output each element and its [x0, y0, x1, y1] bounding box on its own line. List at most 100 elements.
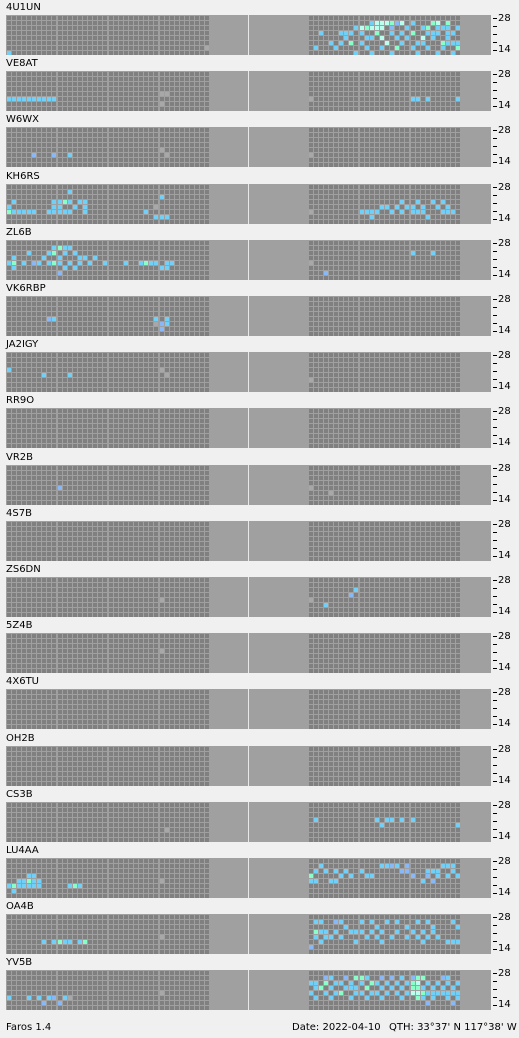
signal-cell	[103, 16, 107, 20]
signal-cell	[98, 107, 102, 111]
signal-cell	[405, 46, 409, 50]
signal-cell	[360, 16, 364, 20]
signal-cell	[119, 36, 123, 40]
signal-cell	[319, 97, 323, 101]
signal-cell	[58, 77, 62, 81]
signal-cell	[7, 138, 11, 142]
signal-cell	[385, 102, 389, 106]
signal-cell	[360, 102, 364, 106]
signal-cell	[385, 16, 389, 20]
signal-cell	[165, 72, 169, 76]
signal-cell	[154, 46, 158, 50]
signal-cell	[22, 82, 26, 86]
signal-cell	[380, 97, 384, 101]
signal-cell	[354, 87, 358, 91]
signal-cell	[185, 16, 189, 20]
signal-cell	[195, 21, 199, 25]
signal-cell	[42, 77, 46, 81]
signal-cell	[154, 72, 158, 76]
signal-cell	[314, 46, 318, 50]
signal-cell	[314, 16, 318, 20]
signal-cell	[103, 128, 107, 132]
signal-cell	[154, 51, 158, 55]
signal-cell	[195, 36, 199, 40]
signal-cell	[149, 21, 153, 25]
signal-cell	[17, 143, 21, 147]
signal-cell	[27, 72, 31, 76]
signal-cell	[324, 41, 328, 45]
signal-cell	[22, 87, 26, 91]
signal-cell	[129, 72, 133, 76]
signal-cell	[154, 26, 158, 30]
signal-cell	[354, 26, 358, 30]
signal-cell	[446, 36, 450, 40]
signal-cell	[170, 51, 174, 55]
signal-cell	[180, 51, 184, 55]
signal-cell	[139, 107, 143, 111]
signal-cell	[375, 46, 379, 50]
signal-cell	[180, 26, 184, 30]
signal-cell	[129, 46, 133, 50]
signal-cell	[205, 41, 209, 45]
signal-cell	[319, 82, 323, 86]
signal-cell	[200, 92, 204, 96]
signal-cell	[426, 51, 430, 55]
signal-cell	[175, 72, 179, 76]
signal-cell	[349, 21, 353, 25]
signal-cell	[7, 21, 11, 25]
signal-cell	[88, 26, 92, 30]
signal-cell	[200, 21, 204, 25]
signal-cell	[119, 72, 123, 76]
signal-cell	[405, 102, 409, 106]
signal-cell	[375, 26, 379, 30]
signal-cell	[365, 102, 369, 106]
signal-cell	[354, 82, 358, 86]
signal-cell	[400, 72, 404, 76]
signal-cell	[365, 77, 369, 81]
signal-cell	[63, 26, 67, 30]
signal-cell	[436, 77, 440, 81]
signal-cell	[451, 41, 455, 45]
signal-cell	[114, 36, 118, 40]
signal-cell	[451, 87, 455, 91]
signal-cell	[185, 72, 189, 76]
signal-cell	[329, 46, 333, 50]
signal-cell	[63, 107, 67, 111]
signal-cell	[7, 102, 11, 106]
scale-tick	[493, 90, 497, 91]
signal-cell	[441, 51, 445, 55]
signal-cell	[83, 72, 87, 76]
signal-cell	[380, 46, 384, 50]
signal-cell	[451, 102, 455, 106]
signal-cell	[114, 77, 118, 81]
signal-cell	[103, 82, 107, 86]
signal-cell	[93, 77, 97, 81]
signal-cell	[349, 87, 353, 91]
signal-cell	[309, 41, 313, 45]
signal-cell	[334, 97, 338, 101]
signal-cell	[344, 97, 348, 101]
signal-cell	[119, 107, 123, 111]
signal-cell	[390, 41, 394, 45]
signal-cell	[421, 41, 425, 45]
signal-cell	[154, 97, 158, 101]
scale-label-top: 28	[498, 14, 511, 24]
signal-cell	[134, 21, 138, 25]
signal-cell	[339, 21, 343, 25]
signal-cell	[195, 72, 199, 76]
signal-cell	[329, 26, 333, 30]
signal-cell	[365, 31, 369, 35]
signal-cell	[47, 16, 51, 20]
signal-cell	[98, 77, 102, 81]
signal-cell	[441, 92, 445, 96]
signal-cell	[344, 36, 348, 40]
scale-tick	[493, 34, 497, 35]
signal-cell	[456, 26, 460, 30]
signal-cell	[456, 92, 460, 96]
signal-cell	[160, 36, 164, 40]
signal-cell	[12, 143, 16, 147]
signal-cell	[68, 77, 72, 81]
signal-cell	[319, 26, 323, 30]
signal-cell	[73, 97, 77, 101]
signal-cell	[185, 26, 189, 30]
